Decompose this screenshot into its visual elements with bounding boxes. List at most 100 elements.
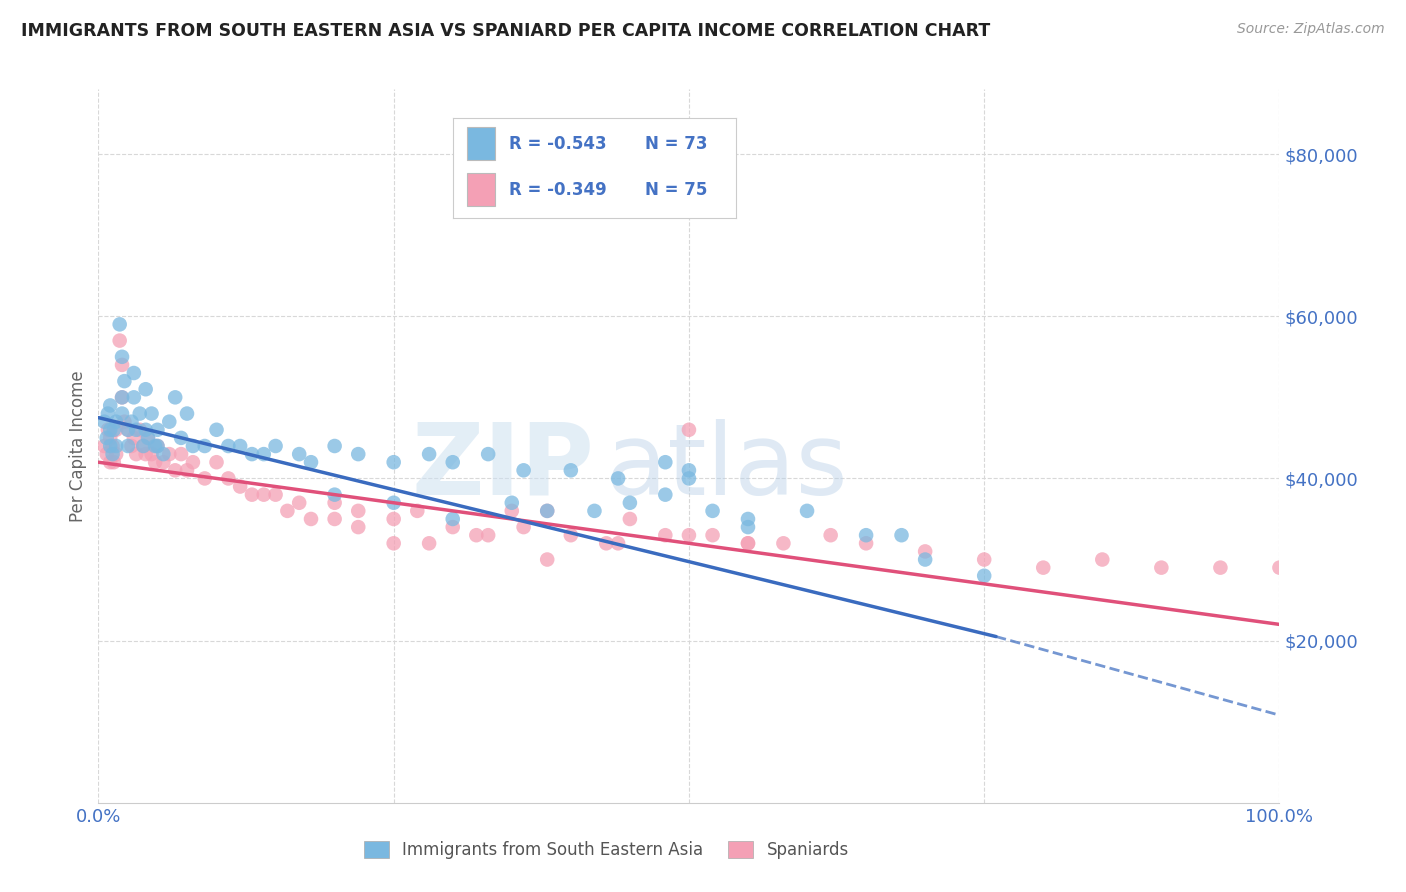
Point: [103, 423, 125, 437]
Point: [112, 374, 135, 388]
Point: [101, 447, 124, 461]
Point: [98, 455, 121, 469]
Point: [737, 536, 759, 550]
Point: [702, 528, 724, 542]
Point: [97, 423, 120, 437]
Point: [607, 471, 630, 485]
Point: [229, 439, 252, 453]
Point: [441, 512, 464, 526]
Point: [105, 415, 128, 429]
Point: [323, 439, 346, 453]
Point: [111, 390, 134, 404]
Point: [288, 447, 311, 461]
Point: [121, 415, 143, 429]
Point: [143, 439, 166, 453]
Point: [560, 528, 582, 542]
Point: [678, 471, 700, 485]
Point: [98, 399, 121, 413]
Point: [229, 479, 252, 493]
Point: [98, 423, 121, 437]
Point: [1268, 560, 1291, 574]
Point: [607, 536, 630, 550]
Point: [98, 439, 121, 453]
Text: IMMIGRANTS FROM SOUTH EASTERN ASIA VS SPANIARD PER CAPITA INCOME CORRELATION CHA: IMMIGRANTS FROM SOUTH EASTERN ASIA VS SP…: [21, 22, 990, 40]
Point: [323, 488, 346, 502]
Point: [737, 520, 759, 534]
Point: [796, 504, 818, 518]
Point: [101, 439, 124, 453]
Point: [299, 455, 322, 469]
Point: [382, 512, 405, 526]
Point: [512, 463, 534, 477]
Point: [512, 520, 534, 534]
Point: [121, 439, 143, 453]
Point: [299, 512, 322, 526]
Point: [560, 463, 582, 477]
Point: [1150, 560, 1173, 574]
Point: [240, 488, 263, 502]
Point: [146, 423, 169, 437]
Point: [1209, 560, 1232, 574]
Point: [382, 496, 405, 510]
Point: [152, 447, 174, 461]
Point: [501, 496, 523, 510]
Point: [141, 447, 163, 461]
Point: [165, 390, 187, 404]
Point: [240, 447, 263, 461]
Point: [96, 447, 118, 461]
Point: [136, 431, 159, 445]
Point: [619, 512, 641, 526]
Point: [132, 439, 155, 453]
Point: [477, 528, 499, 542]
Point: [536, 504, 558, 518]
Point: [536, 504, 558, 518]
Point: [276, 504, 298, 518]
Point: [136, 431, 159, 445]
Point: [176, 407, 198, 421]
Point: [1091, 552, 1114, 566]
Point: [108, 334, 131, 348]
Point: [441, 520, 464, 534]
Point: [141, 407, 163, 421]
Point: [264, 439, 287, 453]
Point: [122, 390, 145, 404]
Text: Source: ZipAtlas.com: Source: ZipAtlas.com: [1237, 22, 1385, 37]
Point: [93, 439, 115, 453]
Point: [914, 552, 936, 566]
Point: [288, 496, 311, 510]
Point: [122, 431, 145, 445]
Point: [165, 463, 187, 477]
Point: [125, 423, 148, 437]
Point: [205, 423, 228, 437]
Point: [152, 455, 174, 469]
Point: [772, 536, 794, 550]
Point: [170, 431, 193, 445]
Point: [820, 528, 842, 542]
Legend: Immigrants from South Eastern Asia, Spaniards: Immigrants from South Eastern Asia, Span…: [357, 834, 855, 866]
Point: [111, 358, 134, 372]
Point: [125, 447, 148, 461]
Point: [97, 407, 120, 421]
Point: [1032, 560, 1054, 574]
Point: [217, 471, 239, 485]
Point: [105, 447, 128, 461]
Point: [382, 455, 405, 469]
Point: [194, 471, 217, 485]
Point: [217, 439, 239, 453]
Point: [135, 423, 157, 437]
Point: [253, 447, 276, 461]
Point: [103, 455, 125, 469]
Point: [98, 431, 121, 445]
Point: [143, 455, 166, 469]
Point: [477, 447, 499, 461]
Point: [855, 528, 877, 542]
Point: [264, 488, 287, 502]
Point: [111, 407, 134, 421]
Point: [157, 447, 180, 461]
Point: [890, 528, 912, 542]
Point: [128, 423, 150, 437]
Point: [108, 318, 131, 332]
Point: [170, 447, 193, 461]
Point: [465, 528, 488, 542]
Point: [253, 488, 276, 502]
